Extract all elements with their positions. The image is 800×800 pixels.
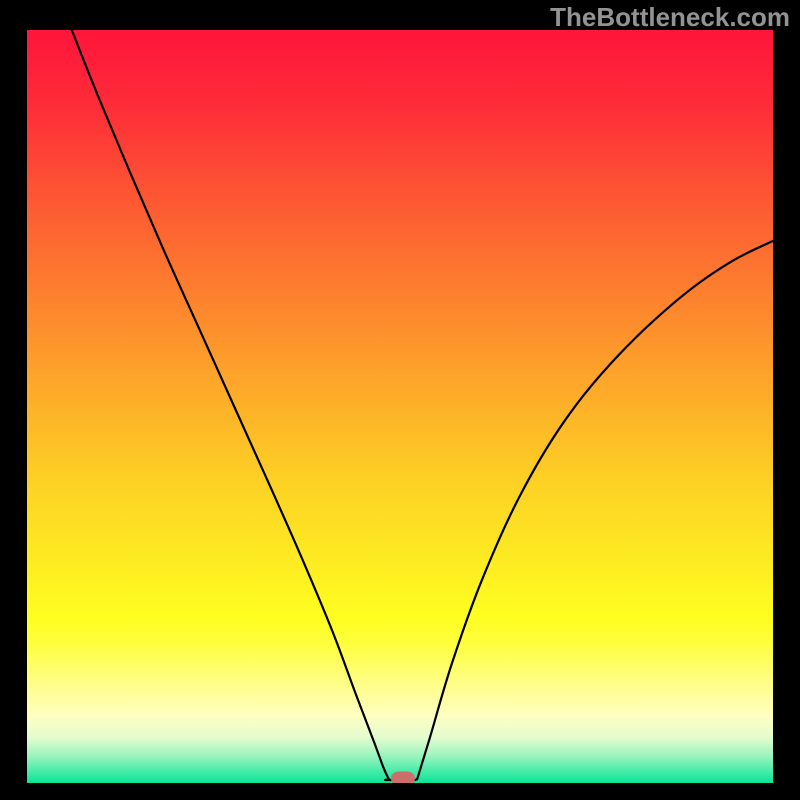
optimal-point-marker <box>391 772 414 783</box>
watermark-text: TheBottleneck.com <box>550 2 790 33</box>
chart-canvas: TheBottleneck.com <box>0 0 800 800</box>
bottleneck-chart <box>27 30 773 783</box>
chart-background <box>27 30 773 783</box>
